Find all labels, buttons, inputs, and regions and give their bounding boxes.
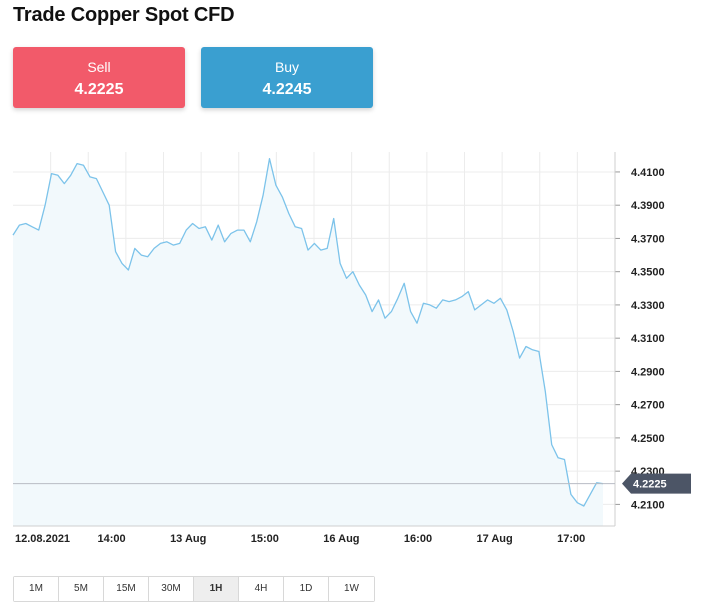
x-tick-label: 17 Aug [476, 533, 512, 545]
x-tick-label: 13 Aug [170, 533, 206, 545]
x-tick-label: 12.08.2021 [15, 533, 70, 545]
y-tick-label: 4.2700 [631, 400, 665, 412]
x-tick-label: 17:00 [557, 533, 585, 545]
timeframe-1w-button[interactable]: 1W [329, 577, 374, 601]
timeframe-4h-button[interactable]: 4H [239, 577, 284, 601]
timeframe-15m-button[interactable]: 15M [104, 577, 149, 601]
price-series-line [12, 157, 604, 507]
y-tick-label: 4.2900 [631, 366, 665, 378]
y-tick-label: 4.3900 [631, 200, 665, 212]
y-tick-label: 4.3700 [631, 233, 665, 245]
sell-price: 4.2225 [74, 81, 124, 98]
y-tick-label: 4.3100 [631, 333, 665, 345]
x-tick-label: 14:00 [98, 533, 126, 545]
sell-label: Sell [87, 59, 111, 75]
x-tick-label: 15:00 [251, 533, 279, 545]
y-tick-label: 4.2100 [631, 499, 665, 511]
buy-price: 4.2245 [262, 81, 312, 98]
timeframe-1m-button[interactable]: 1M [14, 577, 59, 601]
buy-button[interactable]: Buy 4.2245 [201, 47, 373, 108]
timeframe-1h-button[interactable]: 1H [194, 577, 239, 601]
y-tick-label: 4.3500 [631, 267, 665, 279]
page-title: Trade Copper Spot CFD [13, 4, 235, 26]
timeframe-selector: 1M 5M 15M 30M 1H 4H 1D 1W [13, 576, 375, 602]
current-price-label: 4.2225 [633, 479, 667, 491]
current-price-tag [622, 473, 691, 494]
buy-label: Buy [274, 59, 300, 75]
price-chart[interactable]: 4.4100 4.3900 4.3700 4.3500 4.3300 4.3100 4.29… [0, 140, 704, 560]
price-chart-svg[interactable]: 4.4100 4.3900 4.3700 4.3500 4.3300 4.3100 4.29… [0, 140, 704, 560]
timeframe-5m-button[interactable]: 5M [59, 577, 104, 601]
sell-button[interactable]: Sell 4.2225 [13, 47, 185, 108]
y-tick-label: 4.3300 [631, 300, 665, 312]
timeframe-1d-button[interactable]: 1D [284, 577, 329, 601]
price-area-fill [13, 158, 603, 526]
x-tick-label: 16:00 [404, 533, 432, 545]
y-tick-label: 4.4100 [631, 167, 665, 179]
x-tick-label: 16 Aug [323, 533, 359, 545]
y-tick-label: 4.2500 [631, 433, 665, 445]
timeframe-30m-button[interactable]: 30M [149, 577, 194, 601]
